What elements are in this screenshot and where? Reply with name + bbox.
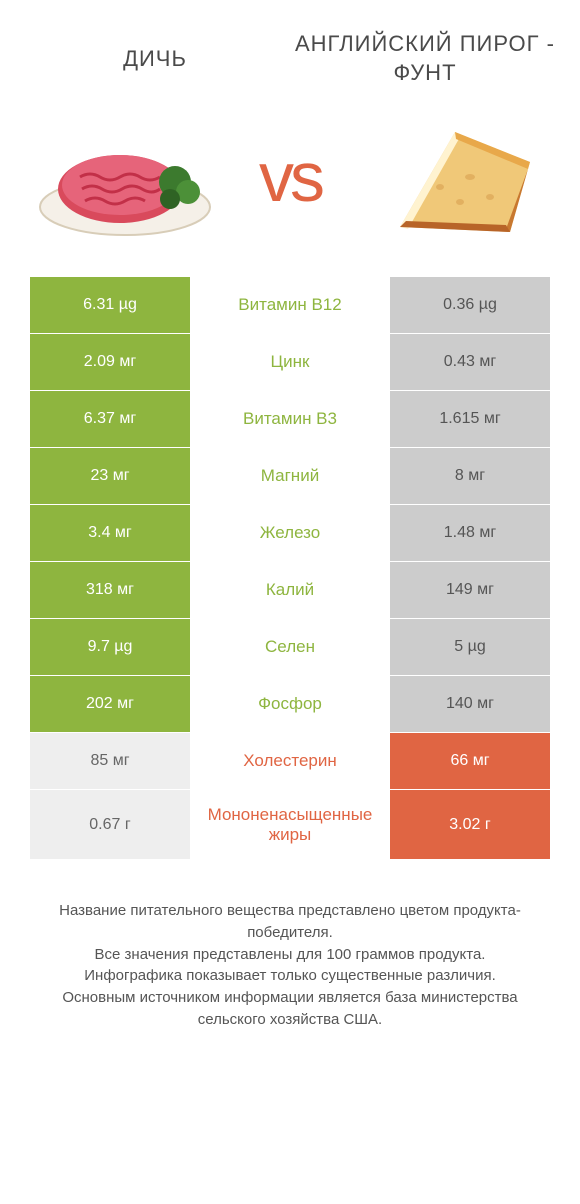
nutrient-label: Железо bbox=[190, 505, 390, 561]
images-row: vs bbox=[0, 107, 580, 277]
nutrient-label: Мононенасыщенные жиры bbox=[190, 790, 390, 859]
nutrient-label: Витамин B12 bbox=[190, 277, 390, 333]
value-right: 5 µg bbox=[390, 619, 550, 675]
value-right: 0.36 µg bbox=[390, 277, 550, 333]
nutrient-row: 0.67 гМононенасыщенные жиры3.02 г bbox=[30, 790, 550, 860]
nutrient-label: Калий bbox=[190, 562, 390, 618]
title-left: ДИЧЬ bbox=[20, 46, 290, 72]
title-right: АНГЛИЙСКИЙ ПИРОГ - ФУНТ bbox=[290, 30, 560, 87]
footer-line: Название питательного вещества представл… bbox=[30, 900, 550, 944]
header: ДИЧЬ АНГЛИЙСКИЙ ПИРОГ - ФУНТ bbox=[0, 0, 580, 107]
value-left: 202 мг bbox=[30, 676, 190, 732]
nutrient-label: Цинк bbox=[190, 334, 390, 390]
image-left bbox=[30, 107, 220, 247]
value-right: 0.43 мг bbox=[390, 334, 550, 390]
nutrient-row: 85 мгХолестерин66 мг bbox=[30, 733, 550, 790]
nutrient-row: 2.09 мгЦинк0.43 мг bbox=[30, 334, 550, 391]
footer-notes: Название питательного вещества представл… bbox=[0, 860, 580, 1031]
value-left: 23 мг bbox=[30, 448, 190, 504]
value-left: 6.37 мг bbox=[30, 391, 190, 447]
value-left: 318 мг bbox=[30, 562, 190, 618]
vs-label: vs bbox=[259, 137, 321, 217]
value-right: 140 мг bbox=[390, 676, 550, 732]
nutrient-row: 6.31 µgВитамин B120.36 µg bbox=[30, 277, 550, 334]
nutrient-row: 9.7 µgСелен5 µg bbox=[30, 619, 550, 676]
nutrient-row: 23 мгМагний8 мг bbox=[30, 448, 550, 505]
value-left: 3.4 мг bbox=[30, 505, 190, 561]
footer-line: Инфографика показывает только существенн… bbox=[30, 965, 550, 987]
nutrient-label: Витамин B3 bbox=[190, 391, 390, 447]
value-left: 0.67 г bbox=[30, 790, 190, 859]
value-left: 9.7 µg bbox=[30, 619, 190, 675]
nutrient-label: Селен bbox=[190, 619, 390, 675]
nutrient-row: 318 мгКалий149 мг bbox=[30, 562, 550, 619]
value-left: 85 мг bbox=[30, 733, 190, 789]
value-right: 66 мг bbox=[390, 733, 550, 789]
nutrient-row: 6.37 мгВитамин B31.615 мг bbox=[30, 391, 550, 448]
nutrient-row: 3.4 мгЖелезо1.48 мг bbox=[30, 505, 550, 562]
value-right: 1.615 мг bbox=[390, 391, 550, 447]
nutrient-table: 6.31 µgВитамин B120.36 µg2.09 мгЦинк0.43… bbox=[0, 277, 580, 860]
value-right: 3.02 г bbox=[390, 790, 550, 859]
value-left: 6.31 µg bbox=[30, 277, 190, 333]
nutrient-label: Магний bbox=[190, 448, 390, 504]
value-right: 8 мг bbox=[390, 448, 550, 504]
value-right: 1.48 мг bbox=[390, 505, 550, 561]
footer-line: Все значения представлены для 100 граммо… bbox=[30, 944, 550, 966]
value-right: 149 мг bbox=[390, 562, 550, 618]
footer-line: Основным источником информации является … bbox=[30, 987, 550, 1031]
value-left: 2.09 мг bbox=[30, 334, 190, 390]
nutrient-row: 202 мгФосфор140 мг bbox=[30, 676, 550, 733]
nutrient-label: Холестерин bbox=[190, 733, 390, 789]
image-right bbox=[360, 107, 550, 247]
nutrient-label: Фосфор bbox=[190, 676, 390, 732]
